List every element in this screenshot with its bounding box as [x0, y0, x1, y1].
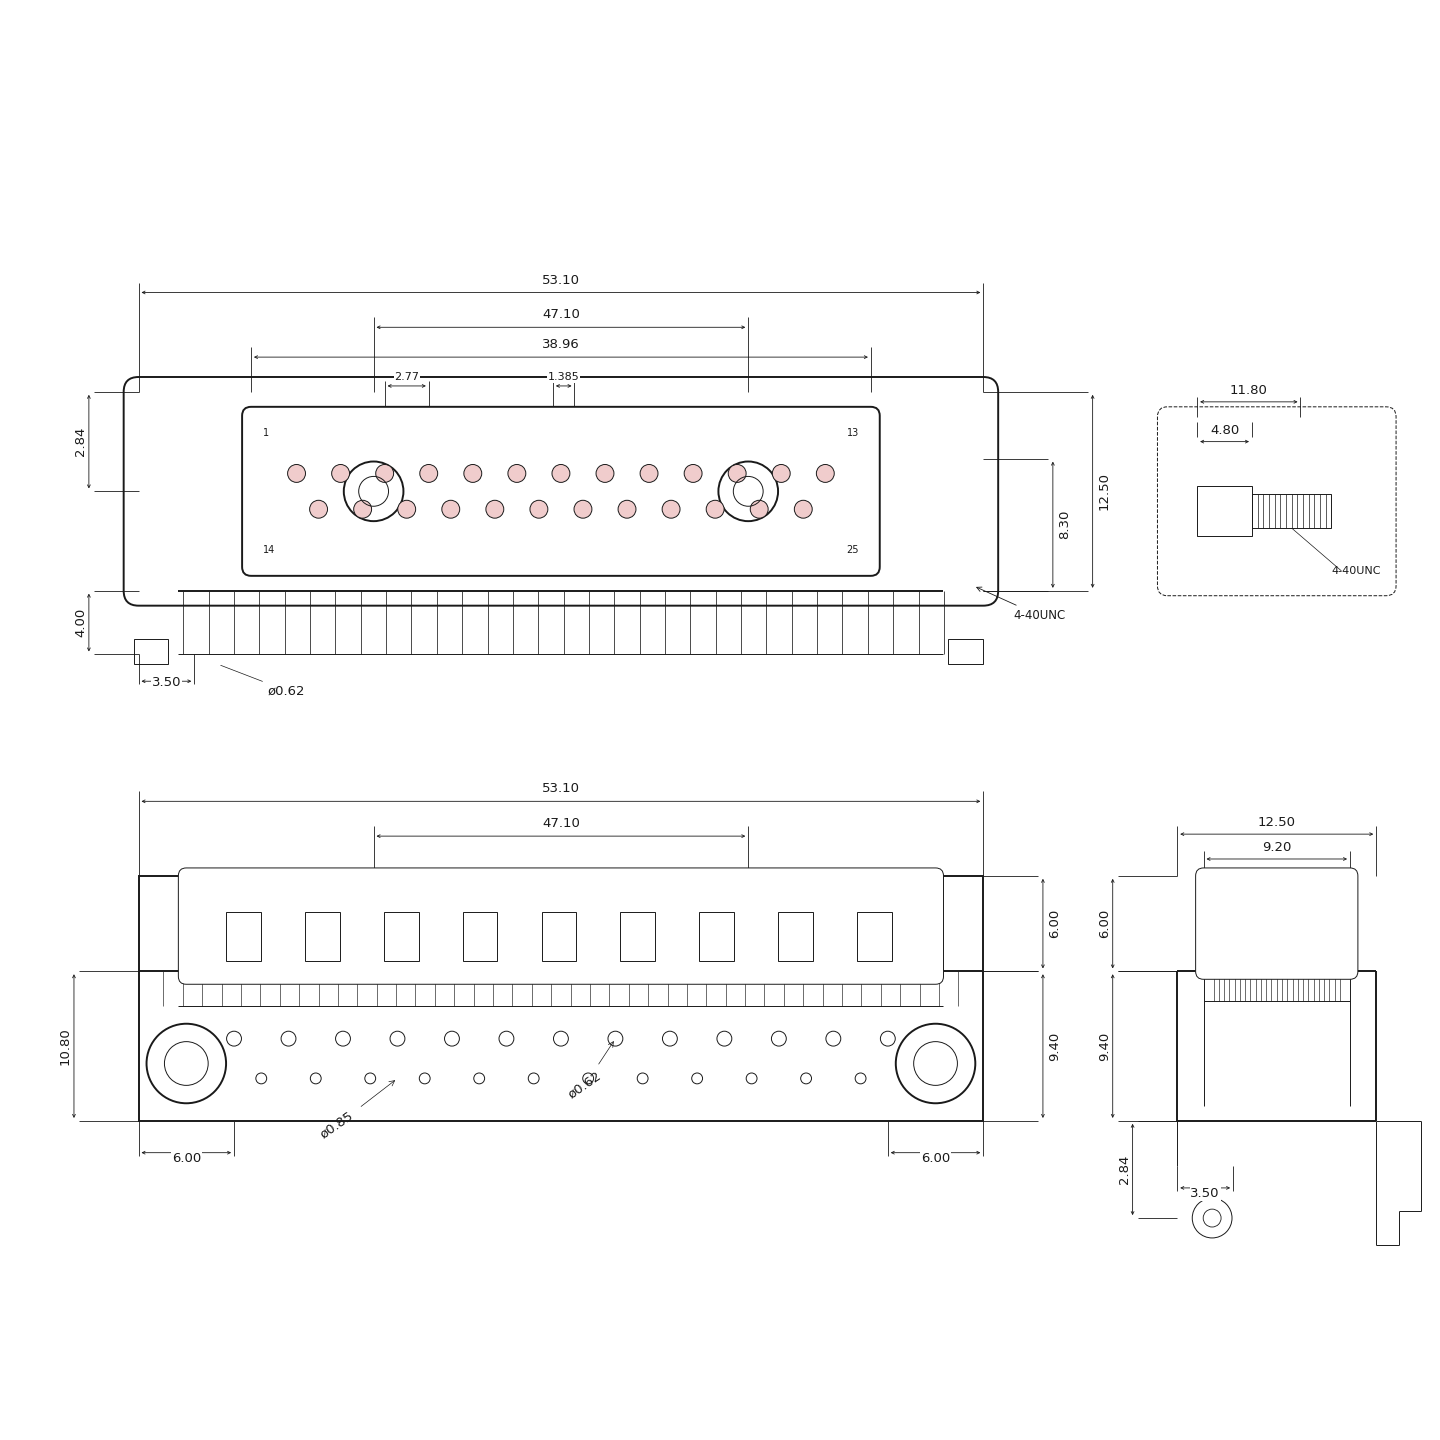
Circle shape — [376, 465, 393, 482]
Circle shape — [288, 465, 305, 482]
Circle shape — [729, 465, 746, 482]
Bar — [778, 912, 814, 962]
FancyBboxPatch shape — [1195, 868, 1358, 979]
Text: 11.80: 11.80 — [1230, 384, 1267, 397]
Circle shape — [508, 465, 526, 482]
Bar — [138, 876, 984, 1120]
Text: 2.84: 2.84 — [1117, 1155, 1130, 1184]
FancyBboxPatch shape — [124, 377, 998, 606]
Text: 6.00: 6.00 — [922, 1152, 950, 1165]
Circle shape — [397, 500, 416, 518]
Circle shape — [331, 465, 350, 482]
Bar — [305, 912, 340, 962]
Text: 8.30: 8.30 — [1058, 510, 1071, 540]
Text: 6.00: 6.00 — [1048, 909, 1061, 939]
Bar — [1251, 494, 1332, 528]
Circle shape — [464, 465, 482, 482]
Text: Dapulu: Dapulu — [531, 480, 631, 504]
Circle shape — [706, 500, 724, 518]
Circle shape — [795, 500, 812, 518]
Text: 9.20: 9.20 — [1261, 841, 1292, 854]
Text: 12.50: 12.50 — [1097, 472, 1110, 510]
Text: 4-40UNC: 4-40UNC — [1332, 566, 1381, 576]
Circle shape — [596, 465, 613, 482]
Text: 53.10: 53.10 — [541, 782, 580, 795]
Text: 2.84: 2.84 — [73, 426, 86, 456]
Bar — [857, 912, 891, 962]
Circle shape — [310, 500, 327, 518]
Text: 38.96: 38.96 — [541, 338, 580, 351]
Circle shape — [344, 461, 403, 521]
Circle shape — [816, 465, 834, 482]
Circle shape — [485, 500, 504, 518]
Text: 2.77: 2.77 — [395, 372, 419, 382]
Bar — [462, 912, 497, 962]
Text: 9.40: 9.40 — [1097, 1031, 1110, 1061]
Circle shape — [750, 500, 768, 518]
Text: 53.10: 53.10 — [541, 274, 580, 287]
Text: 12.50: 12.50 — [1257, 816, 1296, 829]
Text: 47.10: 47.10 — [541, 816, 580, 829]
Bar — [134, 639, 168, 664]
FancyBboxPatch shape — [179, 868, 943, 985]
Bar — [949, 639, 984, 664]
Text: 6.00: 6.00 — [171, 1152, 202, 1165]
Circle shape — [719, 461, 778, 521]
Text: 4.80: 4.80 — [1210, 423, 1240, 436]
Circle shape — [618, 500, 636, 518]
Circle shape — [147, 1024, 226, 1103]
Text: 13: 13 — [847, 428, 858, 438]
Circle shape — [896, 1024, 975, 1103]
Circle shape — [575, 500, 592, 518]
Text: 9.40: 9.40 — [1048, 1031, 1061, 1061]
Text: 6.00: 6.00 — [1097, 909, 1110, 939]
Text: 4.00: 4.00 — [73, 608, 86, 636]
Circle shape — [1192, 1198, 1233, 1238]
Bar — [541, 912, 576, 962]
Circle shape — [442, 500, 459, 518]
Circle shape — [552, 465, 570, 482]
FancyBboxPatch shape — [242, 408, 880, 576]
Circle shape — [354, 500, 372, 518]
Circle shape — [420, 465, 438, 482]
Text: ø0.85: ø0.85 — [318, 1080, 395, 1140]
Text: ø0.62: ø0.62 — [566, 1041, 613, 1102]
Text: 14: 14 — [264, 544, 275, 554]
Text: 47.10: 47.10 — [541, 308, 580, 321]
Text: 3.50: 3.50 — [151, 677, 181, 690]
Circle shape — [530, 500, 547, 518]
Circle shape — [641, 465, 658, 482]
Bar — [621, 912, 655, 962]
Text: 1: 1 — [264, 428, 269, 438]
Circle shape — [684, 465, 703, 482]
FancyBboxPatch shape — [1158, 408, 1395, 596]
Text: 25: 25 — [847, 544, 858, 554]
Text: 1.385: 1.385 — [547, 372, 579, 382]
Bar — [384, 912, 419, 962]
Text: 10.80: 10.80 — [59, 1027, 72, 1066]
Circle shape — [662, 500, 680, 518]
Text: 3.50: 3.50 — [1191, 1187, 1220, 1200]
Text: 4-40UNC: 4-40UNC — [976, 588, 1066, 622]
Text: ø0.62: ø0.62 — [220, 665, 305, 697]
Bar — [226, 912, 261, 962]
Bar — [1197, 487, 1251, 536]
Circle shape — [772, 465, 791, 482]
Bar — [700, 912, 734, 962]
